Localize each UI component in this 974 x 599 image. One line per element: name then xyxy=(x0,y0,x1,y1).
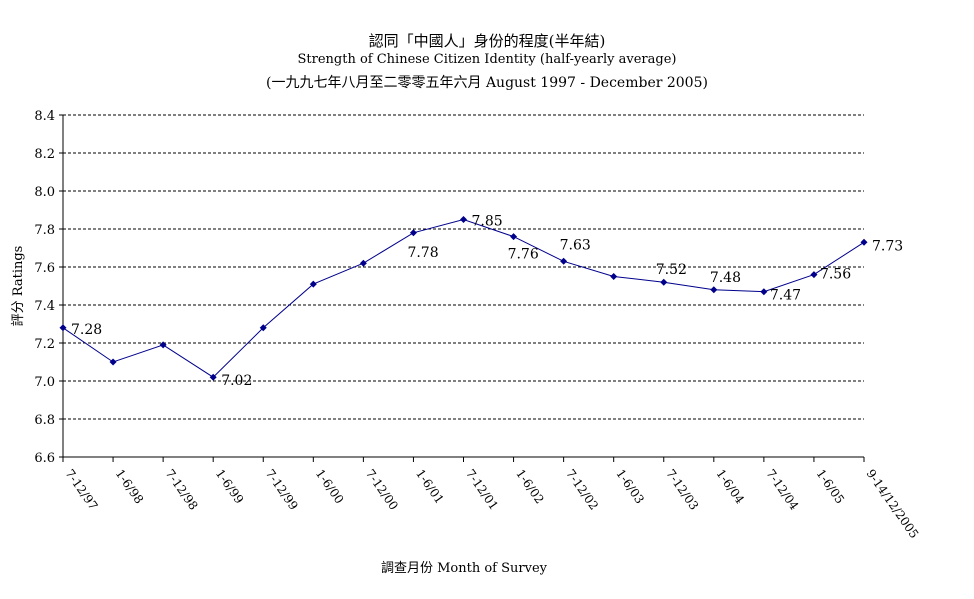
series-line-path xyxy=(62,218,865,378)
data-point xyxy=(710,286,718,294)
y-tick-label: 7.2 xyxy=(34,337,55,352)
y-tick-label: 6.6 xyxy=(34,451,55,466)
data-point xyxy=(810,271,818,279)
x-tick-label: 1-6/05 xyxy=(813,467,847,507)
data-point xyxy=(59,324,67,332)
x-tick-label: 1-6/00 xyxy=(313,467,347,507)
data-label: 7.28 xyxy=(71,322,102,338)
data-label: 7.63 xyxy=(560,237,591,253)
x-tick-label: 9-14/12/2005 xyxy=(864,467,922,541)
chart-subtitle: Strength of Chinese Citizen Identity (ha… xyxy=(297,52,677,67)
x-tick-label: 7-12/04 xyxy=(763,467,801,513)
x-tick-label: 1-6/99 xyxy=(213,467,247,507)
y-tick-label: 6.8 xyxy=(34,413,55,428)
y-tick-label: 8.4 xyxy=(34,109,55,124)
y-tick-label: 7.6 xyxy=(34,261,55,276)
y-axis-title: 評分 Ratings xyxy=(11,246,26,327)
data-label: 7.76 xyxy=(508,247,539,263)
data-points xyxy=(59,216,868,381)
x-tick-label: 7-12/97 xyxy=(63,467,101,513)
series-line xyxy=(62,218,865,378)
axes xyxy=(59,114,865,462)
x-axis-title: 調查月份 Month of Survey xyxy=(381,561,548,576)
data-labels: 7.28 7.02 7.78 7.85 7.76 7.63 7.52 7.48 7.47 7.56… xyxy=(71,214,903,390)
data-point xyxy=(610,273,618,280)
data-point xyxy=(860,238,868,246)
data-label: 7.47 xyxy=(770,288,801,304)
x-tick-label: 1-6/02 xyxy=(513,467,547,507)
x-tick-label: 1-6/04 xyxy=(713,467,747,507)
data-label: 7.52 xyxy=(656,262,687,278)
chart-title: 認同「中國人」身份的程度(半年結) xyxy=(368,32,606,50)
data-point xyxy=(159,341,167,349)
data-point xyxy=(359,259,367,267)
y-tick-label: 8.2 xyxy=(34,147,55,162)
data-label: 7.48 xyxy=(710,270,741,286)
data-label: 7.85 xyxy=(472,214,503,230)
data-label: 7.78 xyxy=(407,245,438,261)
x-tick-label: 1-6/98 xyxy=(113,467,147,507)
data-point xyxy=(460,216,467,223)
x-tick-label: 7-12/01 xyxy=(463,467,501,513)
x-tick-label: 1-6/01 xyxy=(413,467,447,507)
x-tick-label: 1-6/03 xyxy=(613,467,647,507)
x-tick-label: 7-12/03 xyxy=(663,467,701,513)
y-tick-label: 7.4 xyxy=(34,299,55,314)
data-point xyxy=(660,278,668,286)
gridlines xyxy=(63,114,864,420)
y-tick-label: 8.0 xyxy=(34,185,55,200)
x-tick-labels: 7-12/97 1-6/98 7-12/98 1-6/99 7-12/99 1-6/00 7… xyxy=(63,467,922,541)
x-tick-label: 7-12/00 xyxy=(363,467,401,513)
data-label: 7.73 xyxy=(872,238,903,254)
data-point xyxy=(510,233,518,241)
data-point xyxy=(560,257,568,265)
y-tick-label: 7.0 xyxy=(34,375,55,390)
data-point xyxy=(259,324,267,332)
x-tick-label: 7-12/02 xyxy=(563,467,601,513)
chart-period: (一九九七年八月至二零零五年六月 August 1997 - December … xyxy=(266,75,708,91)
y-tick-label: 7.8 xyxy=(34,223,55,238)
data-point xyxy=(409,229,417,237)
x-tick-label: 7-12/99 xyxy=(263,467,301,513)
x-tick-label: 7-12/98 xyxy=(163,467,201,513)
data-point xyxy=(109,358,117,366)
data-label: 7.56 xyxy=(820,267,851,283)
data-label: 7.02 xyxy=(221,373,252,389)
data-point xyxy=(309,280,317,288)
data-point xyxy=(760,288,768,296)
y-tick-labels: 6.6 6.8 7.0 7.2 7.4 7.6 7.8 8.0 8.2 8.4 xyxy=(34,109,55,466)
data-point xyxy=(209,373,217,381)
